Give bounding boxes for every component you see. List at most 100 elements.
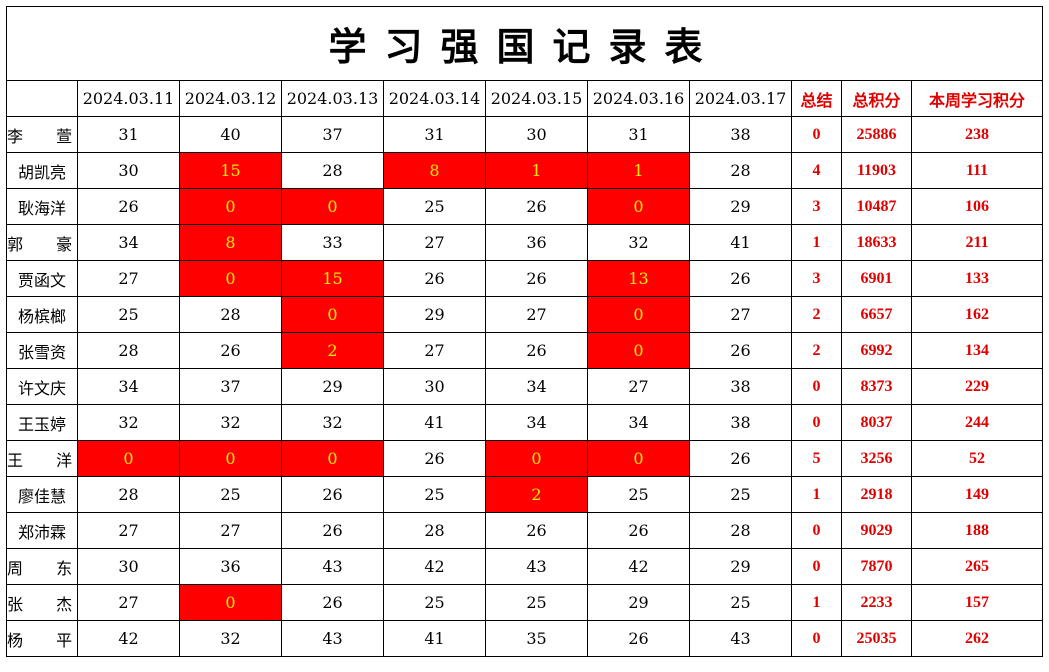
score-cell[interactable]: 28	[689, 152, 792, 189]
score-cell[interactable]: 37	[179, 368, 282, 405]
summary-cell[interactable]: 3	[791, 260, 842, 297]
score-cell[interactable]: 28	[77, 332, 180, 369]
score-cell[interactable]: 41	[689, 224, 792, 261]
name-cell[interactable]: 杨 平	[6, 620, 78, 657]
summary-cell[interactable]: 2	[791, 296, 842, 333]
score-cell[interactable]: 43	[281, 620, 384, 657]
name-cell[interactable]: 周 东	[6, 548, 78, 585]
week-cell[interactable]: 238	[910, 116, 1044, 153]
score-cell[interactable]: 0	[587, 332, 690, 369]
score-cell[interactable]: 0	[587, 188, 690, 225]
score-cell[interactable]: 31	[383, 116, 486, 153]
score-cell[interactable]: 25	[689, 476, 792, 513]
score-cell[interactable]: 0	[587, 296, 690, 333]
score-cell[interactable]: 26	[281, 584, 384, 621]
name-cell[interactable]: 郑沛霖	[6, 512, 78, 549]
week-cell[interactable]: 265	[910, 548, 1044, 585]
total-cell[interactable]: 6901	[841, 260, 912, 297]
week-cell[interactable]: 229	[910, 368, 1044, 405]
name-cell[interactable]: 张 杰	[6, 584, 78, 621]
score-cell[interactable]: 27	[179, 512, 282, 549]
week-cell[interactable]: 52	[910, 440, 1044, 477]
summary-cell[interactable]: 4	[791, 152, 842, 189]
score-cell[interactable]: 26	[77, 188, 180, 225]
score-cell[interactable]: 26	[383, 440, 486, 477]
score-cell[interactable]: 0	[281, 188, 384, 225]
score-cell[interactable]: 0	[587, 440, 690, 477]
score-cell[interactable]: 29	[689, 548, 792, 585]
score-cell[interactable]: 30	[383, 368, 486, 405]
header-date[interactable]: 2024.03.14	[383, 80, 486, 117]
week-cell[interactable]: 134	[910, 332, 1044, 369]
week-cell[interactable]: 244	[910, 404, 1044, 441]
score-cell[interactable]: 0	[281, 440, 384, 477]
total-cell[interactable]: 25035	[841, 620, 912, 657]
summary-cell[interactable]: 0	[791, 620, 842, 657]
score-cell[interactable]: 28	[281, 152, 384, 189]
week-cell[interactable]: 262	[910, 620, 1044, 657]
score-cell[interactable]: 8	[383, 152, 486, 189]
score-cell[interactable]: 28	[77, 476, 180, 513]
header-date[interactable]: 2024.03.12	[179, 80, 282, 117]
score-cell[interactable]: 34	[77, 224, 180, 261]
score-cell[interactable]: 25	[689, 584, 792, 621]
total-cell[interactable]: 8373	[841, 368, 912, 405]
total-cell[interactable]: 10487	[841, 188, 912, 225]
name-cell[interactable]: 胡凯亮	[6, 152, 78, 189]
summary-cell[interactable]: 0	[791, 368, 842, 405]
score-cell[interactable]: 27	[587, 368, 690, 405]
score-cell[interactable]: 26	[587, 620, 690, 657]
score-cell[interactable]: 26	[485, 512, 588, 549]
score-cell[interactable]: 0	[179, 584, 282, 621]
week-cell[interactable]: 162	[910, 296, 1044, 333]
score-cell[interactable]: 42	[383, 548, 486, 585]
score-cell[interactable]: 0	[485, 440, 588, 477]
score-cell[interactable]: 1	[485, 152, 588, 189]
score-cell[interactable]: 37	[281, 116, 384, 153]
name-cell[interactable]: 郭 豪	[6, 224, 78, 261]
score-cell[interactable]: 26	[689, 440, 792, 477]
header-date[interactable]: 2024.03.13	[281, 80, 384, 117]
score-cell[interactable]: 31	[587, 116, 690, 153]
total-cell[interactable]: 2918	[841, 476, 912, 513]
score-cell[interactable]: 30	[77, 152, 180, 189]
score-cell[interactable]: 25	[383, 476, 486, 513]
header-date[interactable]: 2024.03.11	[77, 80, 180, 117]
score-cell[interactable]: 27	[77, 512, 180, 549]
header-name-cell[interactable]	[6, 80, 78, 117]
score-cell[interactable]: 34	[587, 404, 690, 441]
score-cell[interactable]: 25	[383, 188, 486, 225]
score-cell[interactable]: 27	[77, 260, 180, 297]
score-cell[interactable]: 28	[179, 296, 282, 333]
score-cell[interactable]: 33	[281, 224, 384, 261]
total-cell[interactable]: 6992	[841, 332, 912, 369]
score-cell[interactable]: 43	[485, 548, 588, 585]
total-cell[interactable]: 8037	[841, 404, 912, 441]
score-cell[interactable]: 29	[587, 584, 690, 621]
score-cell[interactable]: 25	[485, 584, 588, 621]
name-cell[interactable]: 许文庆	[6, 368, 78, 405]
week-cell[interactable]: 111	[910, 152, 1044, 189]
score-cell[interactable]: 25	[77, 296, 180, 333]
score-cell[interactable]: 36	[179, 548, 282, 585]
score-cell[interactable]: 34	[485, 368, 588, 405]
score-cell[interactable]: 26	[587, 512, 690, 549]
score-cell[interactable]: 43	[281, 548, 384, 585]
score-cell[interactable]: 27	[689, 296, 792, 333]
score-cell[interactable]: 26	[281, 476, 384, 513]
score-cell[interactable]: 25	[179, 476, 282, 513]
score-cell[interactable]: 27	[77, 584, 180, 621]
score-cell[interactable]: 40	[179, 116, 282, 153]
score-cell[interactable]: 26	[689, 332, 792, 369]
score-cell[interactable]: 26	[179, 332, 282, 369]
name-cell[interactable]: 耿海洋	[6, 188, 78, 225]
score-cell[interactable]: 0	[179, 188, 282, 225]
name-cell[interactable]: 廖佳慧	[6, 476, 78, 513]
total-cell[interactable]: 25886	[841, 116, 912, 153]
week-cell[interactable]: 106	[910, 188, 1044, 225]
score-cell[interactable]: 0	[281, 296, 384, 333]
score-cell[interactable]: 32	[179, 404, 282, 441]
score-cell[interactable]: 13	[587, 260, 690, 297]
score-cell[interactable]: 42	[587, 548, 690, 585]
score-cell[interactable]: 32	[179, 620, 282, 657]
